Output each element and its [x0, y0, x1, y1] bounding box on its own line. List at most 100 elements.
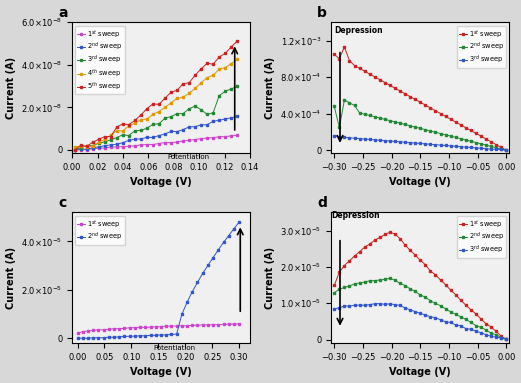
1$^{st}$ sweep	[468, 308, 474, 312]
4$^{th}$ sweep	[150, 112, 156, 116]
3$^{rd}$ sweep	[498, 147, 504, 152]
3$^{rd}$ sweep	[457, 144, 464, 149]
3$^{rd}$ sweep	[204, 112, 210, 117]
1$^{st}$ sweep	[234, 133, 240, 137]
1$^{st}$ sweep	[367, 242, 373, 246]
1$^{st}$ sweep	[438, 278, 444, 282]
1$^{st}$ sweep	[483, 137, 489, 141]
Text: d: d	[317, 196, 327, 210]
1$^{st}$ sweep	[114, 145, 120, 149]
1$^{st}$ sweep	[422, 262, 428, 267]
2$^{nd}$ sweep	[120, 141, 126, 145]
2$^{nd}$ sweep	[371, 115, 378, 119]
3$^{rd}$ sweep	[407, 141, 413, 145]
Text: Depression: Depression	[331, 211, 380, 220]
4$^{th}$ sweep	[126, 123, 132, 128]
1$^{st}$ sweep	[371, 238, 378, 242]
1$^{st}$ sweep	[362, 245, 368, 249]
3$^{rd}$ sweep	[356, 303, 363, 307]
1$^{st}$ sweep	[427, 269, 433, 273]
2$^{nd}$ sweep	[200, 271, 206, 276]
1$^{st}$ sweep	[453, 293, 459, 297]
1$^{st}$ sweep	[382, 80, 388, 85]
5$^{th}$ sweep	[120, 121, 126, 126]
1$^{st}$ sweep	[137, 325, 143, 329]
1$^{st}$ sweep	[362, 69, 368, 74]
2$^{nd}$ sweep	[198, 123, 204, 127]
1$^{st}$ sweep	[377, 235, 383, 240]
2$^{nd}$ sweep	[106, 335, 112, 339]
3$^{rd}$ sweep	[382, 138, 388, 143]
2$^{nd}$ sweep	[132, 137, 138, 141]
1$^{st}$ sweep	[120, 144, 126, 149]
1$^{st}$ sweep	[432, 272, 439, 277]
1$^{st}$ sweep	[142, 325, 148, 330]
2$^{nd}$ sweep	[137, 334, 143, 338]
2$^{nd}$ sweep	[210, 255, 216, 260]
5$^{th}$ sweep	[126, 123, 132, 127]
3$^{rd}$ sweep	[463, 145, 469, 149]
3$^{rd}$ sweep	[351, 303, 357, 308]
1$^{st}$ sweep	[402, 92, 408, 96]
2$^{nd}$ sweep	[438, 303, 444, 308]
2$^{nd}$ sweep	[402, 283, 408, 288]
2$^{nd}$ sweep	[453, 135, 459, 140]
2$^{nd}$ sweep	[442, 306, 449, 311]
5$^{th}$ sweep	[96, 137, 102, 142]
2$^{nd}$ sweep	[468, 320, 474, 325]
Text: b: b	[317, 6, 327, 20]
1$^{st}$ sweep	[442, 283, 449, 287]
4$^{th}$ sweep	[138, 117, 144, 122]
Y-axis label: Current (A): Current (A)	[265, 247, 275, 309]
1$^{st}$ sweep	[483, 321, 489, 326]
3$^{rd}$ sweep	[114, 135, 120, 140]
2$^{nd}$ sweep	[422, 295, 428, 300]
1$^{st}$ sweep	[407, 248, 413, 253]
2$^{nd}$ sweep	[422, 127, 428, 132]
3$^{rd}$ sweep	[382, 302, 388, 307]
Legend: 1$^{st}$ sweep, 2$^{nd}$ sweep, 3$^{rd}$ sweep, 4$^{th}$ sweep, 5$^{th}$ sweep: 1$^{st}$ sweep, 2$^{nd}$ sweep, 3$^{rd}$…	[76, 26, 125, 94]
3$^{rd}$ sweep	[442, 319, 449, 324]
3$^{rd}$ sweep	[473, 329, 479, 334]
1$^{st}$ sweep	[503, 148, 510, 152]
2$^{nd}$ sweep	[503, 148, 510, 152]
2$^{nd}$ sweep	[78, 147, 84, 151]
5$^{th}$ sweep	[114, 124, 120, 129]
1$^{st}$ sweep	[478, 134, 484, 139]
4$^{th}$ sweep	[180, 95, 186, 100]
4$^{th}$ sweep	[90, 144, 96, 148]
3$^{rd}$ sweep	[126, 133, 132, 138]
1$^{st}$ sweep	[367, 72, 373, 76]
3$^{rd}$ sweep	[336, 135, 342, 139]
2$^{nd}$ sweep	[356, 281, 363, 285]
1$^{st}$ sweep	[216, 134, 222, 139]
2$^{nd}$ sweep	[205, 263, 211, 268]
1$^{st}$ sweep	[412, 253, 418, 257]
2$^{nd}$ sweep	[412, 289, 418, 294]
Legend: 1$^{st}$ sweep, 2$^{nd}$ sweep: 1$^{st}$ sweep, 2$^{nd}$ sweep	[76, 216, 125, 245]
3$^{rd}$ sweep	[371, 137, 378, 142]
3$^{rd}$ sweep	[210, 110, 216, 115]
2$^{nd}$ sweep	[90, 146, 96, 150]
2$^{nd}$ sweep	[173, 332, 180, 336]
2$^{nd}$ sweep	[351, 282, 357, 286]
Line: 4$^{th}$ sweep: 4$^{th}$ sweep	[73, 58, 239, 149]
3$^{rd}$ sweep	[407, 308, 413, 312]
2$^{nd}$ sweep	[392, 278, 398, 283]
3$^{rd}$ sweep	[457, 324, 464, 328]
1$^{st}$ sweep	[215, 322, 221, 327]
1$^{st}$ sweep	[174, 140, 180, 144]
3$^{rd}$ sweep	[417, 311, 424, 316]
3$^{rd}$ sweep	[417, 141, 424, 146]
3$^{rd}$ sweep	[102, 139, 108, 144]
Legend: 1$^{st}$ sweep, 2$^{nd}$ sweep, 3$^{rd}$ sweep: 1$^{st}$ sweep, 2$^{nd}$ sweep, 3$^{rd}$…	[456, 216, 506, 258]
Text: c: c	[58, 196, 66, 210]
2$^{nd}$ sweep	[102, 144, 108, 148]
1$^{st}$ sweep	[392, 86, 398, 90]
3$^{rd}$ sweep	[198, 107, 204, 112]
5$^{th}$ sweep	[192, 73, 198, 78]
3$^{rd}$ sweep	[228, 87, 234, 91]
2$^{nd}$ sweep	[493, 332, 499, 337]
2$^{nd}$ sweep	[234, 114, 240, 119]
3$^{rd}$ sweep	[234, 84, 240, 89]
